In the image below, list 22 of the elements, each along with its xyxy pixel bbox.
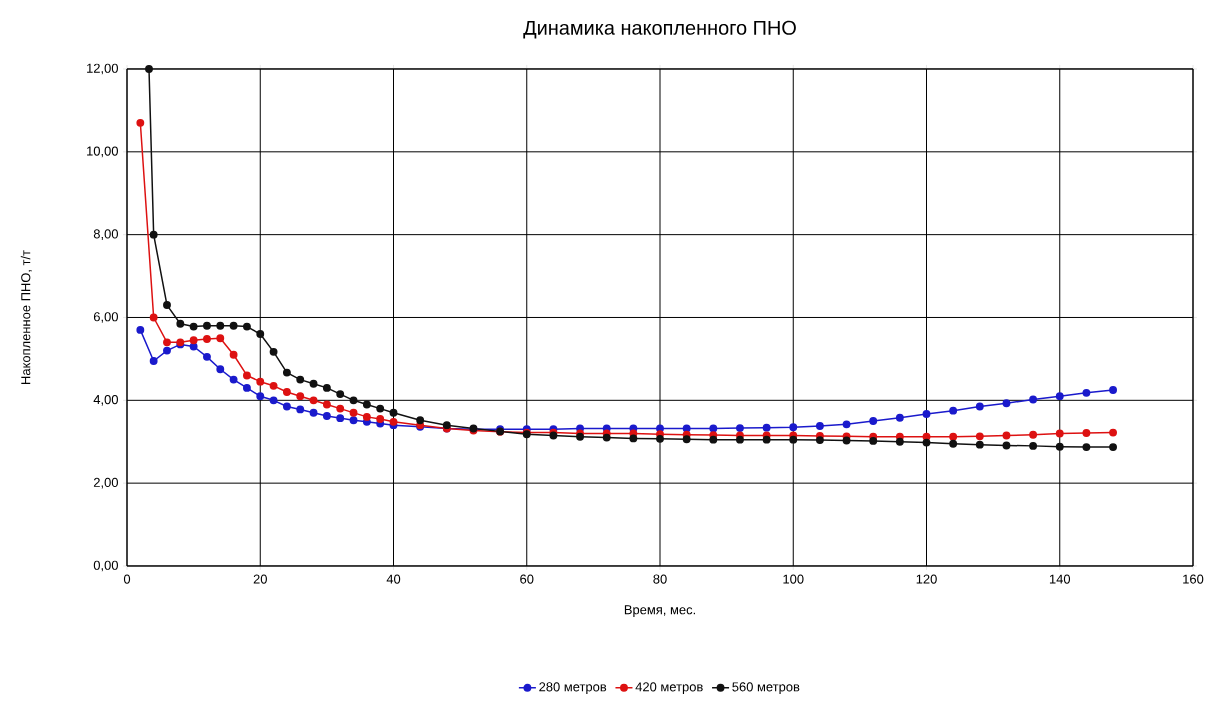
y-tick-label: 12,00 bbox=[87, 63, 118, 75]
y-axis-title: Накопленное ПНО, т/т bbox=[20, 250, 32, 384]
x-tick-label: 80 bbox=[653, 574, 667, 584]
y-tick-label: 8,00 bbox=[93, 229, 118, 240]
x-tick-label: 100 bbox=[783, 574, 804, 584]
x-tick-label: 60 bbox=[520, 574, 534, 584]
y-tick-label: 6,00 bbox=[93, 312, 118, 323]
x-tick-label: 140 bbox=[1049, 574, 1071, 584]
chart-title: Динамика накопленного ПНО bbox=[523, 20, 796, 39]
x-tick-label: 20 bbox=[253, 574, 267, 584]
x-axis-title: Время, мес. bbox=[624, 605, 696, 617]
legend-label: 280 метров bbox=[539, 682, 607, 694]
legend-label: 560 метров bbox=[732, 682, 800, 694]
y-tick-label: 2,00 bbox=[93, 477, 118, 489]
y-tick-label: 0,00 bbox=[93, 560, 118, 572]
x-tick-label: 160 bbox=[1183, 574, 1204, 584]
x-tick-label: 40 bbox=[386, 574, 401, 584]
x-tick-label: 0 bbox=[123, 574, 131, 584]
x-tick-label: 120 bbox=[916, 574, 937, 584]
legend-label: 420 метров bbox=[635, 682, 703, 694]
y-tick-label: 10,00 bbox=[87, 146, 118, 158]
y-tick-label: 4,00 bbox=[93, 394, 118, 406]
